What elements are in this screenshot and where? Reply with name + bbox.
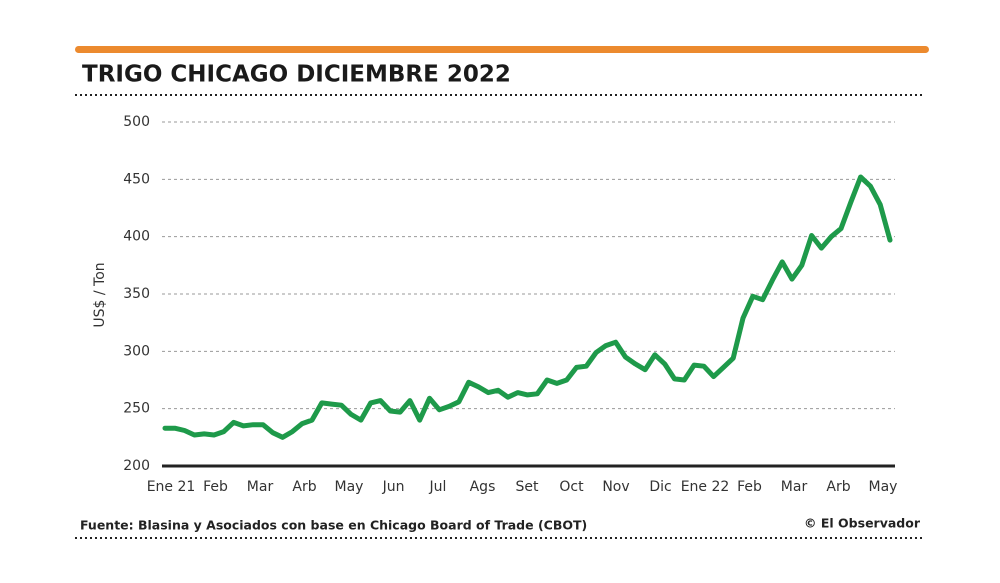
x-tick-label: Set (516, 479, 540, 495)
accent-bar (75, 46, 929, 53)
x-tick-label: May (869, 479, 898, 495)
x-tick-label: Jul (429, 479, 447, 495)
y-tick-label: 450 (123, 171, 150, 187)
x-tick-label: Ags (470, 479, 496, 495)
x-tick-label: Mar (247, 479, 274, 495)
x-tick-label: Ene 21 (147, 479, 196, 495)
x-tick-label: Mar (781, 479, 808, 495)
y-tick-label: 350 (123, 286, 150, 302)
y-tick-label: 500 (123, 114, 150, 130)
x-tick-label: Oct (559, 479, 584, 495)
y-tick-label: 300 (123, 343, 150, 359)
line-series (162, 174, 893, 440)
y-tick-label: 400 (123, 229, 150, 245)
y-axis-label: US$ / Ton (92, 262, 108, 327)
source-note: Fuente: Blasina y Asociados con base en … (80, 518, 587, 533)
x-tick-label: Arb (826, 479, 850, 495)
credit: © El Observador (804, 516, 921, 531)
x-tick-label: Arb (292, 479, 316, 495)
y-tick-label: 250 (123, 401, 150, 417)
y-tick-label: 200 (123, 458, 150, 474)
x-tick-label: May (335, 479, 364, 495)
x-tick-label: Dic (649, 479, 671, 495)
x-tick-label: Ene 22 (681, 479, 730, 495)
x-tick-label: Feb (737, 479, 762, 495)
x-tick-label: Jun (382, 479, 405, 495)
x-tick-label: Feb (203, 479, 228, 495)
x-tick-label: Nov (602, 479, 629, 495)
chart-title: TRIGO CHICAGO DICIEMBRE 2022 (82, 62, 511, 88)
